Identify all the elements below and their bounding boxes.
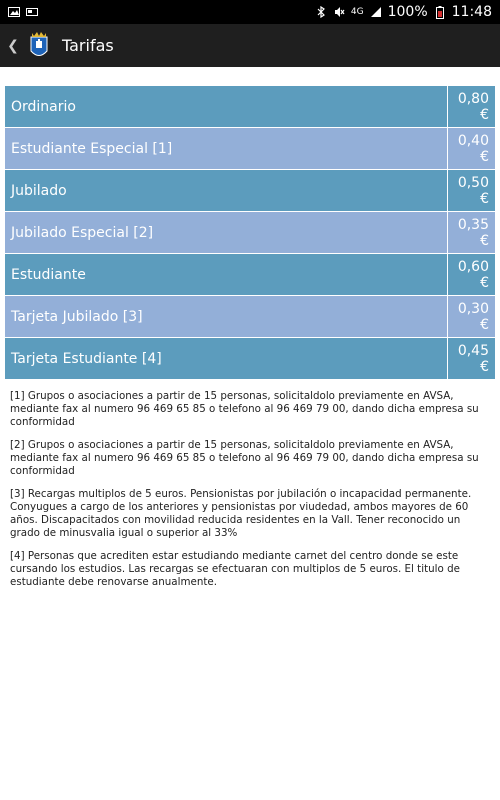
battery-icon	[434, 5, 446, 19]
footnote-3: [3] Recargas multiplos de 5 euros. Pensi…	[10, 488, 472, 539]
status-bar: 4G 100% 11:48	[0, 0, 500, 24]
table-row: Tarjeta Estudiante [4] 0,45 €	[4, 337, 496, 380]
table-row: Tarjeta Jubilado [3] 0,30 €	[4, 295, 496, 338]
fare-name: Ordinario	[4, 85, 448, 128]
footnote-2: [2] Grupos o asociaciones a partir de 15…	[10, 439, 479, 477]
footnote-4: [4] Personas que acrediten estar estudia…	[10, 550, 460, 588]
fare-price: 0,60 €	[447, 253, 496, 296]
table-row: Jubilado Especial [2] 0,35 €	[4, 211, 496, 254]
fare-name: Tarjeta Jubilado [3]	[4, 295, 448, 338]
fare-price: 0,35 €	[447, 211, 496, 254]
footnote-1: [1] Grupos o asociaciones a partir de 15…	[10, 390, 479, 428]
battery-percent: 100%	[387, 4, 428, 20]
table-row: Jubilado 0,50 €	[4, 169, 496, 212]
fare-price: 0,40 €	[447, 127, 496, 170]
card-icon	[26, 6, 38, 18]
fare-price: 0,30 €	[447, 295, 496, 338]
clock: 11:48	[451, 4, 492, 20]
fare-name: Jubilado	[4, 169, 448, 212]
fare-price: 0,50 €	[447, 169, 496, 212]
table-row: Ordinario 0,80 €	[4, 85, 496, 128]
fare-name: Jubilado Especial [2]	[4, 211, 448, 254]
fares-table: Ordinario 0,80 € Estudiante Especial [1]…	[4, 85, 496, 380]
app-bar: ❮ Tarifas	[0, 24, 500, 67]
footnotes: [1] Grupos o asociaciones a partir de 15…	[4, 380, 496, 589]
mute-icon	[333, 6, 345, 18]
page-title: Tarifas	[62, 36, 114, 55]
fare-name: Estudiante	[4, 253, 448, 296]
table-row: Estudiante Especial [1] 0,40 €	[4, 127, 496, 170]
back-icon[interactable]: ❮	[7, 37, 19, 54]
signal-type-label: 4G	[350, 7, 364, 17]
table-row: Estudiante 0,60 €	[4, 253, 496, 296]
app-logo-icon[interactable]	[26, 31, 52, 61]
main-content: Ordinario 0,80 € Estudiante Especial [1]…	[0, 67, 500, 589]
fare-name: Tarjeta Estudiante [4]	[4, 337, 448, 380]
bluetooth-icon	[315, 6, 327, 18]
fare-price: 0,80 €	[447, 85, 496, 128]
fare-name: Estudiante Especial [1]	[4, 127, 448, 170]
signal-icon	[370, 6, 382, 18]
image-icon	[8, 6, 20, 18]
fare-price: 0,45 €	[447, 337, 496, 380]
